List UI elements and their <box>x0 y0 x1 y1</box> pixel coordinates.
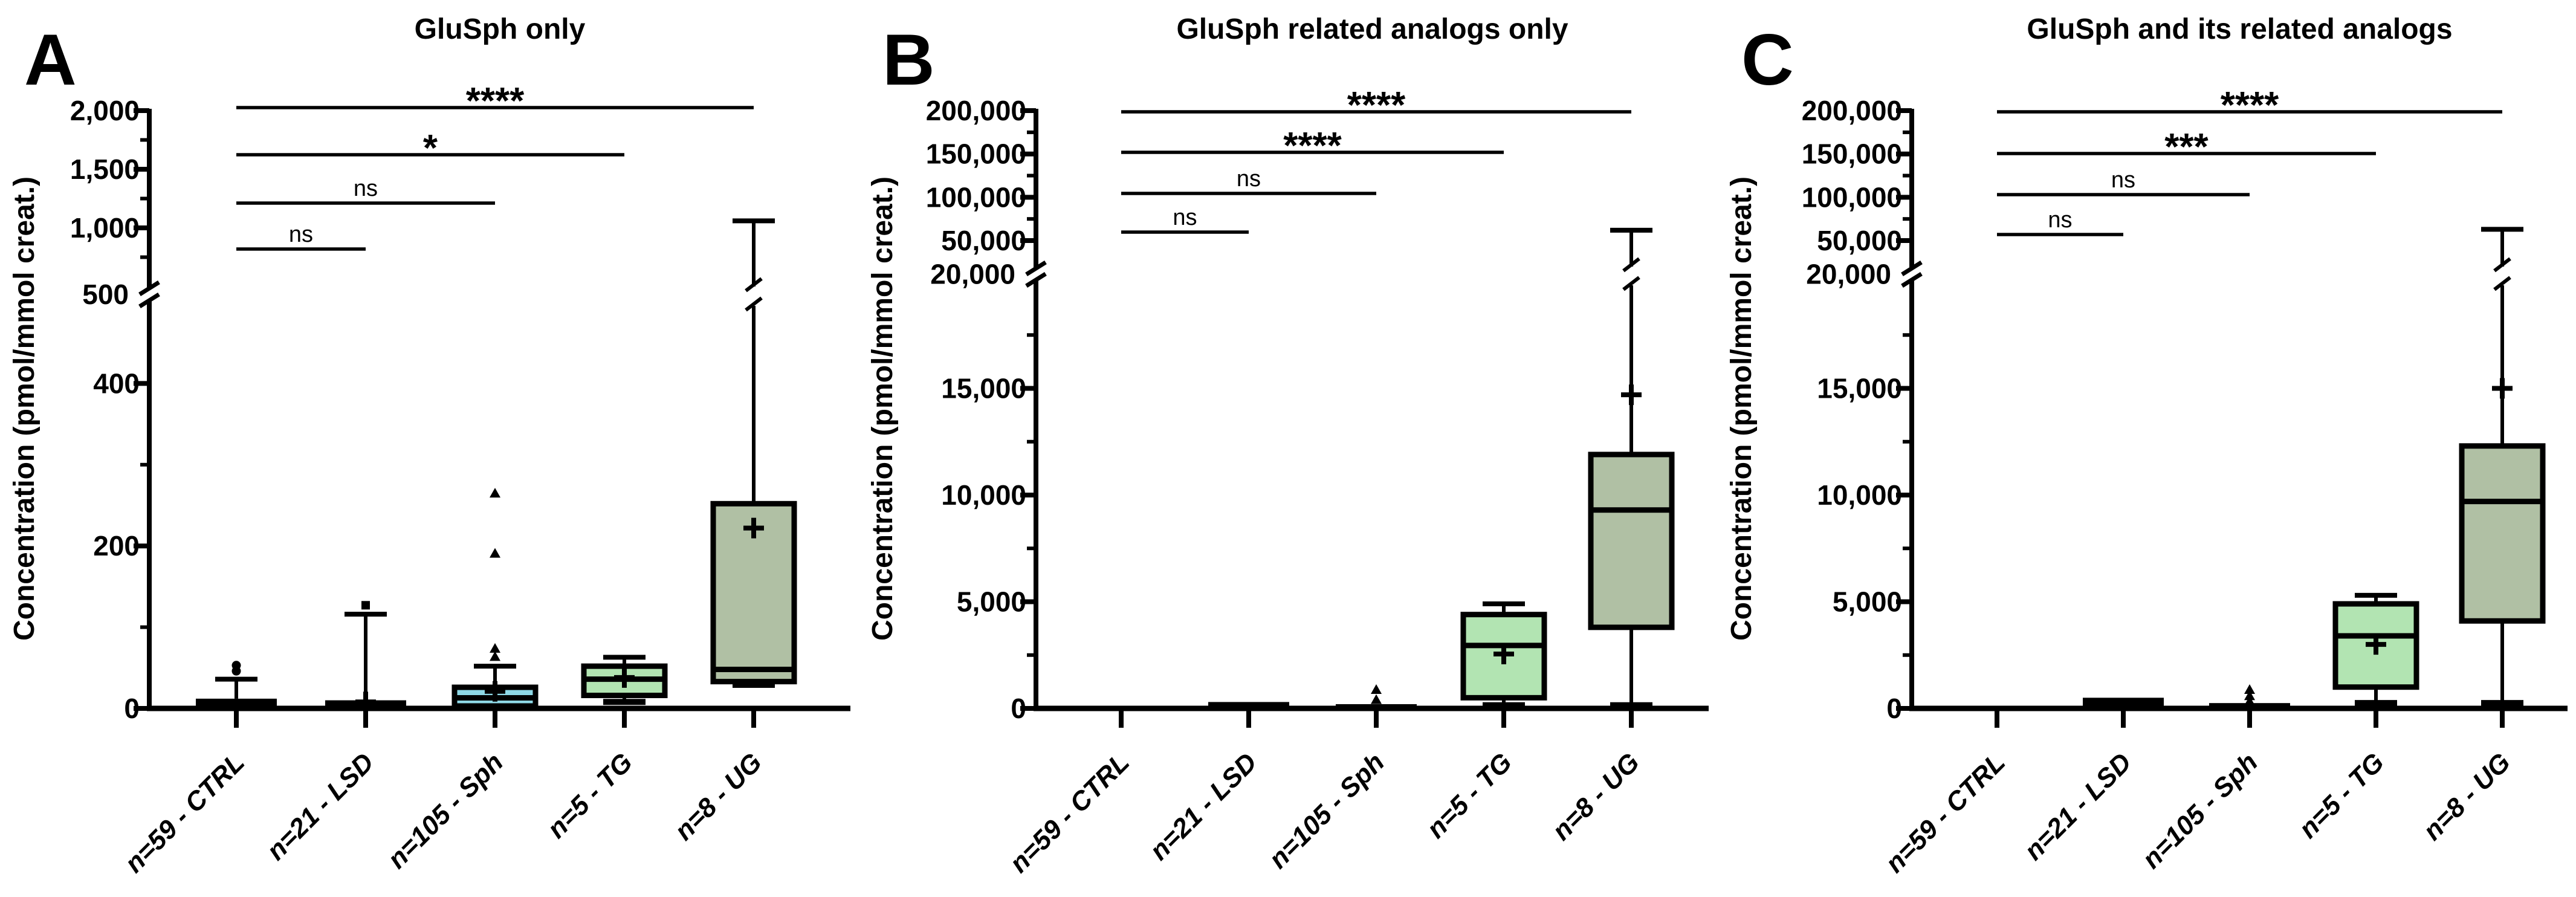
axis-break-slash <box>1025 261 1047 276</box>
significance-label: **** <box>2221 85 2279 126</box>
y-tick-label: 15,000 <box>941 373 1026 404</box>
y-tick-label: 150,000 <box>926 138 1026 170</box>
y-tick-label: 2,000 <box>70 95 140 126</box>
box-lsd <box>1208 702 1289 708</box>
y-tick-label: 1,000 <box>70 212 140 244</box>
panel-letter: A <box>24 19 77 100</box>
x-category-label: n=105 - Sph <box>1263 747 1390 874</box>
significance-label: *** <box>2164 126 2209 168</box>
box-ctrl <box>1081 705 1162 708</box>
panel-a-chart: A GluSph only Concentration (pmol/mmol cre… <box>8 13 850 878</box>
box-ug <box>1588 452 1675 630</box>
axis-break-slash <box>138 293 160 308</box>
outlier-triangle <box>490 651 500 661</box>
axis-break-slash <box>1901 272 1923 288</box>
y-tick-label: 100,000 <box>926 181 1026 213</box>
y-tick-label: 200 <box>93 530 140 562</box>
x-category-label: n=105 - Sph <box>382 747 509 874</box>
panel-letter: B <box>882 19 935 100</box>
outlier-triangle <box>490 643 500 653</box>
significance-label: * <box>423 128 438 169</box>
panel-c-chart: C GluSph and its related analogs Concentra… <box>1726 13 2568 878</box>
y-axis-title: Concentration (pmol/mmol creat.) <box>867 176 899 641</box>
whisker-break-slash <box>2493 257 2511 273</box>
whisker-break-slash <box>745 277 763 293</box>
x-category-label: n=21 - LSD <box>1144 747 1263 866</box>
significance-label: **** <box>466 80 525 122</box>
y-tick-label: 50,000 <box>941 225 1026 256</box>
significance-label: **** <box>1347 85 1406 126</box>
x-category-label: n=59 - CTRL <box>119 747 250 878</box>
outlier-triangle <box>2244 696 2255 706</box>
outlier-triangle <box>2244 690 2255 701</box>
outlier-triangle <box>490 548 500 558</box>
significance-label: ns <box>354 176 378 201</box>
y-tick-label: 200,000 <box>926 95 1026 126</box>
y-tick-label: 20,000 <box>1806 259 1891 290</box>
outlier-triangle <box>2244 684 2255 694</box>
outlier-circle <box>231 661 241 670</box>
chart-title: GluSph and its related analogs <box>2027 13 2452 45</box>
outlier-triangle <box>490 488 500 498</box>
x-category-label: n=5 - TG <box>542 747 638 844</box>
y-tick-label: 400 <box>93 368 140 399</box>
x-category-label: n=59 - CTRL <box>1004 747 1135 878</box>
x-category-label: n=8 - UG <box>1547 747 1645 846</box>
y-tick-label: 5,000 <box>1833 586 1902 618</box>
y-tick-label: 200,000 <box>1802 95 1902 126</box>
y-tick-label: 50,000 <box>1817 225 1902 256</box>
y-tick-label: 100,000 <box>1802 181 1902 213</box>
box-lsd <box>2083 698 2164 708</box>
x-category-label: n=5 - TG <box>1421 747 1518 844</box>
significance-label: ns <box>289 222 313 247</box>
significance-label: ns <box>1237 166 1261 192</box>
whisker-break-slash <box>2493 276 2511 291</box>
x-category-label: n=59 - CTRL <box>1880 747 2011 878</box>
box-sph <box>1336 704 1417 708</box>
y-axis-title: Concentration (pmol/mmol creat.) <box>1726 176 1758 641</box>
x-category-label: n=5 - TG <box>2293 747 2390 844</box>
y-tick-label: 1,500 <box>70 154 140 185</box>
chart-title: GluSph only <box>415 13 586 45</box>
y-tick-label: 0 <box>1886 693 1902 724</box>
box-ug <box>2459 443 2546 624</box>
box-tg <box>1460 612 1547 701</box>
x-category-label: n=8 - UG <box>2418 747 2516 846</box>
x-category-label: n=21 - LSD <box>261 747 380 866</box>
outlier-triangle <box>1371 694 1382 704</box>
significance-label: ns <box>1173 205 1197 230</box>
significance-label: ns <box>2111 167 2135 193</box>
whisker-break-slash <box>745 296 763 312</box>
box-sph <box>2209 703 2290 708</box>
significance-label: ns <box>2048 207 2072 233</box>
y-tick-label: 500 <box>82 279 129 310</box>
panel-letter: C <box>1741 19 1794 100</box>
whisker-break-slash <box>1622 276 1640 291</box>
box-ctrl <box>196 698 277 708</box>
panel-b-chart: B GluSph related analogs only Concentratio… <box>867 13 1709 878</box>
axis-break-slash <box>1025 272 1047 288</box>
y-tick-label: 20,000 <box>930 259 1015 290</box>
chart-title: GluSph related analogs only <box>1176 13 1568 45</box>
y-axis-title: Concentration (pmol/mmol creat.) <box>8 176 40 641</box>
axis-break-slash <box>1901 261 1923 276</box>
y-tick-label: 5,000 <box>957 586 1026 618</box>
outlier-square <box>361 601 370 610</box>
whisker-break-slash <box>1622 257 1640 273</box>
box-ctrl <box>1956 705 2037 708</box>
x-category-label: n=8 - UG <box>669 747 768 846</box>
y-tick-label: 0 <box>1011 693 1026 724</box>
y-tick-label: 0 <box>124 693 140 724</box>
y-tick-label: 15,000 <box>1817 373 1902 404</box>
outlier-triangle <box>1371 684 1382 694</box>
y-tick-label: 10,000 <box>1817 479 1902 511</box>
significance-label: **** <box>1283 125 1342 167</box>
axis-break-slash <box>138 280 160 296</box>
y-tick-label: 10,000 <box>941 479 1026 511</box>
x-category-label: n=21 - LSD <box>2019 747 2137 866</box>
y-tick-label: 150,000 <box>1802 138 1902 170</box>
x-category-label: n=105 - Sph <box>2137 747 2264 874</box>
